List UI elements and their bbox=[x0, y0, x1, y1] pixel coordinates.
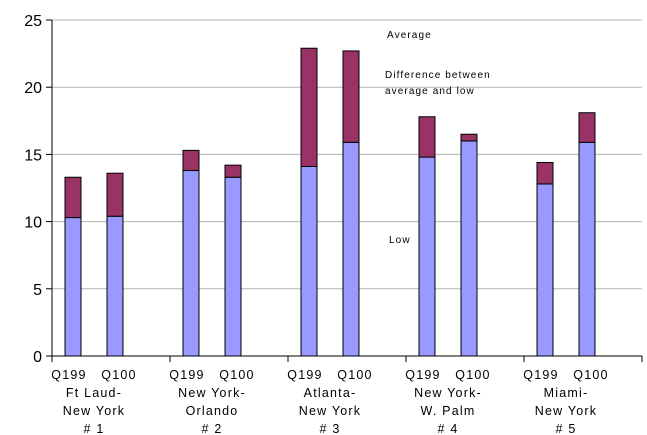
bar-low bbox=[224, 176, 242, 357]
y-tick-label: 0 bbox=[33, 349, 42, 366]
route-label: New York bbox=[299, 404, 361, 418]
route-label: W. Palm bbox=[421, 404, 476, 418]
route-label: # 5 bbox=[556, 422, 577, 435]
bar-difference bbox=[300, 47, 318, 167]
bar-low bbox=[182, 170, 200, 357]
bar-low bbox=[460, 140, 478, 357]
bar-difference bbox=[418, 116, 436, 158]
annotation-average: Average bbox=[387, 30, 432, 41]
bars bbox=[64, 47, 596, 357]
y-tick-label: 25 bbox=[24, 13, 42, 30]
y-tick-labels: 0 5 10 15 20 25 bbox=[24, 13, 42, 366]
bar-difference bbox=[64, 176, 82, 219]
bar-period-label: Q199 bbox=[405, 368, 440, 382]
bar-low bbox=[342, 141, 360, 357]
axes bbox=[46, 19, 643, 362]
bar-low bbox=[578, 141, 596, 357]
bar-difference bbox=[536, 161, 554, 185]
bar-period-label: Q199 bbox=[169, 368, 204, 382]
bar-period-label: Q100 bbox=[337, 368, 372, 382]
bar-low bbox=[106, 215, 124, 357]
route-label: # 3 bbox=[320, 422, 341, 435]
route-label: Orlando bbox=[186, 404, 239, 418]
route-label: Atlanta- bbox=[304, 386, 357, 400]
route-label: New York- bbox=[178, 386, 246, 400]
y-tick-label: 20 bbox=[24, 80, 42, 97]
x-category-labels: Q199 Q100 Ft Laud- New York # 1 Q199 Q100 New Y… bbox=[51, 368, 608, 435]
route-label: Miami- bbox=[544, 386, 589, 400]
annotation-low: Low bbox=[389, 235, 411, 246]
route-label: New York bbox=[535, 404, 597, 418]
route-label: New York bbox=[63, 404, 125, 418]
bar-period-label: Q100 bbox=[219, 368, 254, 382]
annotation-difference-line2: average and low bbox=[385, 86, 475, 97]
bar-difference bbox=[342, 50, 360, 143]
bar-low bbox=[418, 156, 436, 357]
bar-difference bbox=[106, 172, 124, 217]
y-tick-label: 5 bbox=[33, 282, 42, 299]
bar-difference bbox=[460, 133, 478, 142]
bar-low bbox=[536, 183, 554, 357]
route-label: Ft Laud- bbox=[66, 386, 122, 400]
bar-period-label: Q100 bbox=[455, 368, 490, 382]
bar-difference bbox=[578, 112, 596, 143]
bar-period-label: Q199 bbox=[523, 368, 558, 382]
bar-period-label: Q100 bbox=[573, 368, 608, 382]
bar-low bbox=[64, 217, 82, 357]
y-tick-label: 10 bbox=[24, 215, 42, 232]
bar-period-label: Q199 bbox=[287, 368, 322, 382]
annotation-difference-line1: Difference between bbox=[385, 70, 491, 81]
route-label: New York- bbox=[414, 386, 482, 400]
bar-period-label: Q100 bbox=[101, 368, 136, 382]
route-label: # 1 bbox=[84, 422, 105, 435]
bar-low bbox=[300, 165, 318, 357]
annotations: Average Difference between average and l… bbox=[385, 30, 491, 246]
route-label: # 4 bbox=[438, 422, 459, 435]
route-label: # 2 bbox=[202, 422, 223, 435]
bar-period-label: Q199 bbox=[51, 368, 86, 382]
bar-difference bbox=[182, 149, 200, 172]
y-tick-label: 15 bbox=[24, 147, 42, 164]
bar-difference bbox=[224, 164, 242, 178]
